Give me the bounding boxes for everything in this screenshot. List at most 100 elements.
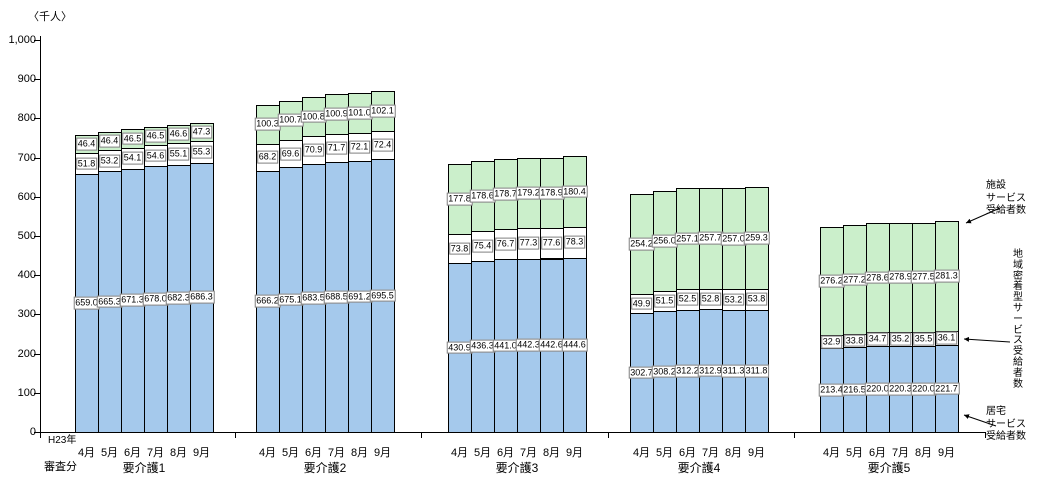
x-tick-mark	[234, 432, 236, 438]
value-label-community: 72.1	[348, 140, 371, 154]
value-label-facility: 180.4	[561, 185, 588, 199]
month-label: 5月	[655, 447, 674, 459]
y-tick-mark	[34, 40, 41, 41]
y-tick-mark	[34, 236, 41, 237]
value-label-community: 73.8	[448, 242, 471, 256]
value-label-home: 308.2	[651, 365, 678, 378]
month-label: 4月	[77, 447, 96, 459]
value-label-facility: 100.3	[254, 118, 281, 131]
value-label-community: 36.1	[935, 331, 958, 345]
value-label-community: 55.1	[167, 147, 190, 161]
x-tick-mark	[421, 432, 422, 438]
month-label: 7月	[519, 447, 538, 459]
value-label-community: 54.6	[144, 149, 167, 162]
y-tick-label: 300	[17, 308, 36, 321]
value-label-community: 55.3	[190, 145, 213, 159]
y-tick-label: 1,000	[8, 34, 36, 46]
value-label-community: 52.8	[699, 292, 722, 306]
value-label-community: 34.7	[866, 332, 889, 346]
value-label-facility: 101.0	[346, 106, 373, 120]
value-label-facility: 259.3	[743, 231, 770, 245]
value-label-community: 53.2	[98, 154, 121, 168]
y-tick-mark	[34, 314, 41, 316]
y-tick-label: 800	[17, 112, 36, 125]
month-label: 4月	[632, 447, 651, 459]
month-label: 6月	[304, 447, 323, 459]
value-label-community: 52.5	[676, 292, 699, 306]
y-tick-label: 700	[17, 151, 36, 164]
value-label-home: 666.2	[254, 295, 281, 308]
value-label-community: 51.8	[75, 157, 98, 170]
value-label-facility: 257.0	[720, 232, 747, 246]
value-label-community: 33.8	[843, 334, 866, 347]
value-label-home: 220.0	[864, 382, 891, 396]
y-tick-mark	[34, 118, 41, 120]
legend-home-label: 居宅 サービス 受給者数	[986, 406, 1026, 442]
value-label-home: 442.3	[515, 338, 542, 352]
group-label: 要介護5	[867, 461, 911, 475]
value-label-community: 72.4	[371, 138, 394, 152]
value-label-community: 71.7	[325, 141, 348, 155]
value-label-facility: 256.0	[651, 234, 678, 248]
month-label: 6月	[678, 447, 697, 459]
value-label-community: 53.2	[722, 293, 745, 306]
y-tick-mark	[34, 392, 41, 394]
y-tick-label: 100	[17, 386, 36, 399]
y-tick-label: 600	[17, 190, 36, 203]
group-label: 要介護2	[303, 461, 347, 475]
value-label-facility: 47.3	[190, 125, 213, 139]
month-label: 7月	[891, 447, 910, 459]
value-label-facility: 46.5	[144, 129, 167, 143]
month-label: 5月	[281, 447, 300, 459]
value-label-community: 68.2	[256, 151, 279, 164]
month-label: 9月	[747, 447, 766, 459]
value-label-home: 311.3	[720, 364, 747, 378]
x-axis-line	[40, 432, 986, 433]
month-label: 9月	[192, 447, 211, 459]
x-axis-year-label: H23年	[48, 435, 77, 446]
value-label-home: 311.8	[743, 364, 770, 378]
value-label-facility: 257.7	[697, 231, 724, 245]
value-label-community: 35.2	[889, 332, 912, 346]
value-label-community: 49.9	[630, 297, 653, 310]
y-tick-mark	[34, 157, 41, 159]
value-label-facility: 102.1	[369, 104, 396, 118]
y-tick-label: 400	[17, 269, 36, 282]
value-label-community: 78.3	[563, 235, 586, 249]
y-tick-label: 0	[29, 426, 36, 438]
y-axis-unit-label: 〈千人〉	[28, 11, 72, 23]
month-label: 8月	[914, 447, 933, 459]
month-label: 9月	[565, 447, 584, 459]
month-label: 6月	[868, 447, 887, 459]
legend-facility-label: 施設 サービス 受給者数	[986, 180, 1026, 216]
value-label-community: 69.6	[279, 147, 302, 161]
group-label: 要介護3	[495, 461, 539, 475]
y-tick-label: 900	[17, 73, 36, 86]
y-axis-line	[40, 36, 41, 433]
value-label-community: 54.1	[121, 151, 144, 165]
value-label-home: 312.9	[697, 364, 724, 378]
value-label-facility: 46.6	[167, 127, 190, 141]
y-tick-label: 500	[17, 230, 36, 242]
month-label: 6月	[123, 447, 142, 459]
month-label: 5月	[100, 447, 119, 459]
value-label-home: 444.6	[561, 338, 588, 352]
month-label: 7月	[701, 447, 720, 459]
value-label-community: 35.5	[912, 332, 935, 346]
legend-arrow-community	[963, 336, 1011, 343]
month-label: 8月	[169, 447, 188, 459]
value-label-facility: 46.4	[98, 134, 121, 148]
month-label: 8月	[542, 447, 561, 459]
value-label-home: 686.3	[188, 291, 215, 304]
value-label-community: 75.4	[471, 239, 494, 253]
y-tick-label: 200	[17, 347, 36, 360]
y-tick-mark	[34, 275, 41, 277]
month-label: 7月	[327, 447, 346, 459]
value-label-community: 76.7	[494, 237, 517, 251]
value-label-community: 53.8	[745, 292, 768, 306]
value-label-community: 70.9	[302, 143, 325, 157]
value-label-home: 695.5	[369, 289, 396, 303]
month-label: 8月	[350, 447, 369, 459]
month-label: 9月	[937, 447, 956, 459]
